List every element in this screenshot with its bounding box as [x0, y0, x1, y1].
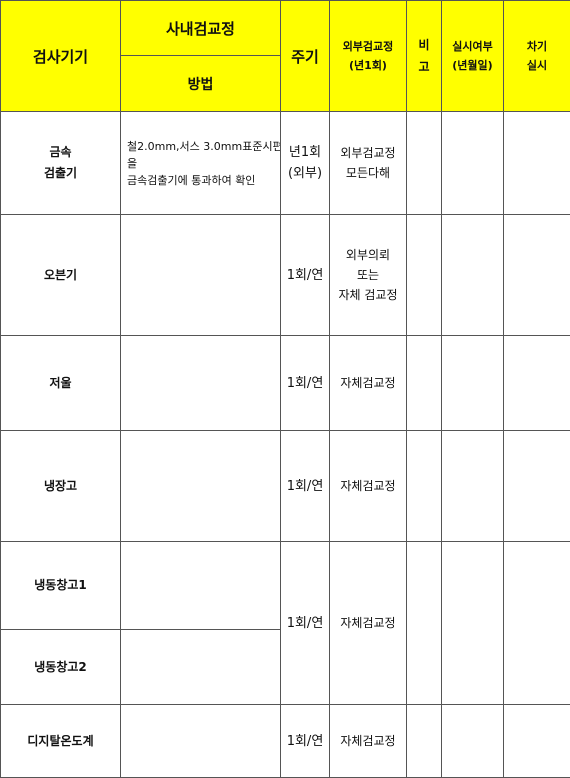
external-cell: 외부의뢰 또는 자체 검교정: [329, 214, 407, 336]
external-line: 또는: [356, 268, 380, 282]
table-row: 디지탈온도계 1회/연 자체검교정: [0, 704, 570, 778]
external-cell: 외부검교정 모든다해: [329, 111, 407, 215]
header-done-line: 실시여부: [452, 40, 493, 53]
device-cell: 냉동창고2: [0, 629, 121, 705]
done-date-cell[interactable]: [441, 430, 504, 542]
header-remark: 비 고: [406, 0, 442, 112]
remark-cell[interactable]: [406, 704, 442, 778]
cycle-cell: 년1회 (외부): [280, 111, 330, 215]
next-cell[interactable]: [503, 704, 570, 778]
method-cell[interactable]: [120, 214, 281, 336]
done-date-cell[interactable]: [441, 335, 504, 431]
device-cell: 냉동창고1: [0, 541, 121, 630]
method-cell[interactable]: [120, 335, 281, 431]
table-row: 저울 1회/연 자체검교정: [0, 335, 570, 431]
header-cycle: 주기: [280, 0, 330, 112]
device-cell: 디지탈온도계: [0, 704, 121, 778]
remark-cell[interactable]: [406, 214, 442, 336]
external-cell: 자체검교정: [329, 541, 407, 705]
device-name-line: 금속: [49, 145, 72, 159]
cycle-cell: 1회/연: [280, 335, 330, 431]
cycle-line: (외부): [287, 166, 323, 181]
header-remark-line: 비: [418, 38, 430, 52]
method-cell[interactable]: [120, 430, 281, 542]
method-cell[interactable]: [120, 704, 281, 778]
header-device: 검사기기: [0, 0, 121, 112]
next-cell[interactable]: [503, 214, 570, 336]
header-done-line: (년월일): [452, 59, 493, 72]
external-line: 외부의뢰: [345, 248, 391, 262]
remark-cell[interactable]: [406, 111, 442, 215]
device-cell: 저울: [0, 335, 121, 431]
next-cell[interactable]: [503, 111, 570, 215]
device-name-line: 검출기: [43, 166, 78, 180]
external-line: 자체 검교정: [338, 288, 398, 302]
cycle-cell: 1회/연: [280, 214, 330, 336]
header-external-calibration: 외부검교정 (년1회): [329, 0, 407, 112]
header-method: 방법: [120, 55, 281, 112]
cycle-cell: 1회/연: [280, 541, 330, 705]
method-cell[interactable]: [120, 629, 281, 705]
device-cell: 냉장고: [0, 430, 121, 542]
table-row: 냉장고 1회/연 자체검교정: [0, 430, 570, 542]
table-row: 금속 검출기 철2.0mm,서스 3.0mm표준시편 을 금속검출기에 통과하여…: [0, 111, 570, 215]
done-date-cell[interactable]: [441, 111, 504, 215]
external-line: 모든다해: [345, 166, 391, 180]
done-date-cell[interactable]: [441, 214, 504, 336]
header-next-line: 실시: [526, 59, 548, 72]
cycle-cell: 1회/연: [280, 430, 330, 542]
header-next: 차기 실시: [503, 0, 570, 112]
external-cell: 자체검교정: [329, 704, 407, 778]
remark-cell[interactable]: [406, 335, 442, 431]
method-cell[interactable]: [120, 541, 281, 630]
table-row: 오븐기 1회/연 외부의뢰 또는 자체 검교정: [0, 214, 570, 336]
header-external-line: 외부검교정: [342, 40, 394, 53]
method-line: 을: [127, 157, 138, 170]
remark-cell[interactable]: [406, 430, 442, 542]
device-cell: 금속 검출기: [0, 111, 121, 215]
method-cell: 철2.0mm,서스 3.0mm표준시편 을 금속검출기에 통과하여 확인: [120, 111, 281, 215]
table-row: 냉동창고1 1회/연 자체검교정: [0, 541, 570, 705]
next-cell[interactable]: [503, 430, 570, 542]
table-row: 냉동창고2: [0, 629, 570, 705]
external-line: 외부검교정: [340, 146, 396, 160]
next-cell[interactable]: [503, 541, 570, 705]
header-done-date: 실시여부 (년월일): [441, 0, 504, 112]
external-cell: 자체검교정: [329, 430, 407, 542]
header-external-line: (년1회): [349, 59, 387, 72]
done-date-cell[interactable]: [441, 704, 504, 778]
method-line: 철2.0mm,서스 3.0mm표준시편: [127, 140, 281, 153]
method-line: 금속검출기에 통과하여 확인: [127, 174, 256, 187]
cycle-cell: 1회/연: [280, 704, 330, 778]
header-remark-line: 고: [418, 60, 430, 74]
external-cell: 자체검교정: [329, 335, 407, 431]
device-cell: 오븐기: [0, 214, 121, 336]
done-date-cell[interactable]: [441, 541, 504, 705]
remark-cell[interactable]: [406, 541, 442, 705]
header-next-line: 차기: [526, 40, 548, 53]
cycle-line: 년1회: [288, 145, 322, 160]
header-internal-calibration: 사내검교정: [120, 0, 281, 56]
next-cell[interactable]: [503, 335, 570, 431]
